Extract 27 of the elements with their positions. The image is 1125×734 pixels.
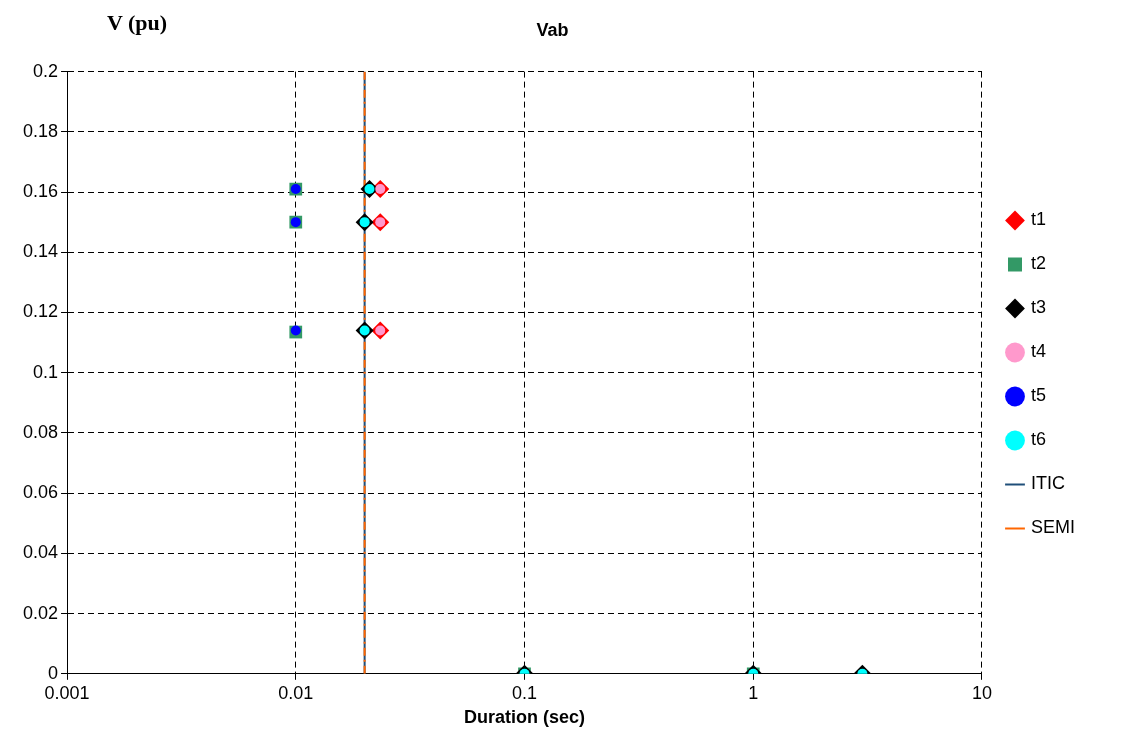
- legend-label: SEMI: [1030, 517, 1076, 538]
- chart-title: Vab: [536, 19, 569, 40]
- y-tick-label: 0.2: [33, 60, 59, 81]
- legend-label: ITIC: [1030, 473, 1065, 494]
- y-tick-label: 0.1: [33, 361, 59, 382]
- y-tick-label: 0.12: [22, 301, 59, 322]
- x-tick-label: 0.001: [44, 682, 90, 703]
- y-tick-label: 0.08: [22, 421, 59, 442]
- y-tick-label: 0.06: [22, 482, 59, 503]
- y-tick-label: 0: [48, 662, 59, 683]
- legend-label: t1: [1030, 209, 1047, 230]
- legend-label: t5: [1030, 385, 1047, 406]
- y-tick-label: 0.14: [22, 241, 59, 262]
- x-tick-label: 0.1: [512, 682, 538, 703]
- x-tick-label: 1: [748, 682, 759, 703]
- x-tick-label: 10: [971, 682, 993, 703]
- legend-label: t4: [1030, 341, 1047, 362]
- x-axis-title: Duration (sec): [464, 707, 586, 728]
- legend-label: t3: [1030, 297, 1047, 318]
- y-tick-label: 0.18: [22, 120, 59, 141]
- legend-label: t6: [1030, 429, 1047, 450]
- y-tick-label: 0.04: [22, 542, 59, 563]
- y-axis-title: V (pu): [106, 9, 168, 35]
- x-tick-label: 0.01: [278, 682, 314, 703]
- y-tick-label: 0.02: [22, 602, 59, 623]
- y-tick-label: 0.16: [22, 181, 59, 202]
- legend-label: t2: [1030, 253, 1047, 274]
